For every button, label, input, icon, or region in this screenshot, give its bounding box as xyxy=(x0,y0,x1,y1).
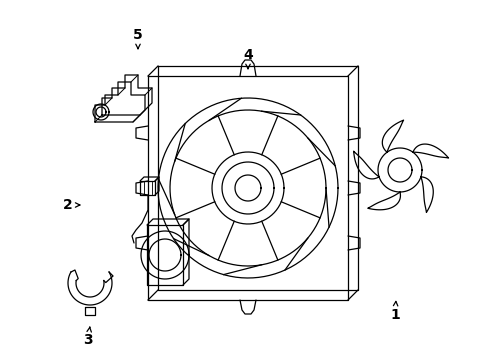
Text: 2: 2 xyxy=(63,198,80,212)
Text: 1: 1 xyxy=(389,301,399,322)
Text: 4: 4 xyxy=(243,48,252,69)
Text: 5: 5 xyxy=(133,28,142,49)
Text: 3: 3 xyxy=(83,327,93,347)
